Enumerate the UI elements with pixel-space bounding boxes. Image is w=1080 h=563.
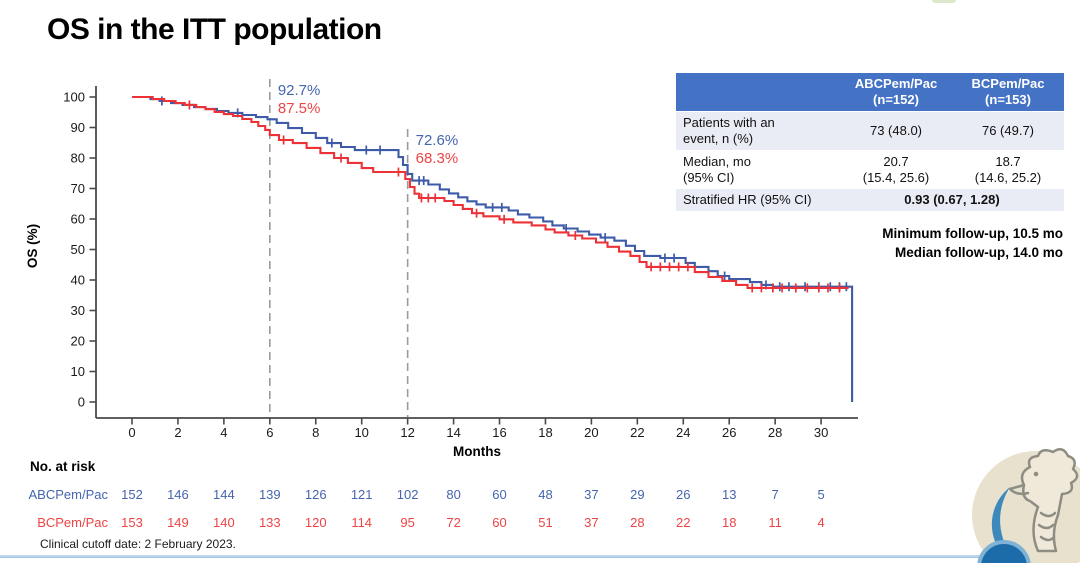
x-tick-label: 28 [768, 425, 782, 440]
followup-minimum: Minimum follow-up, 10.5 mo [882, 226, 1063, 241]
summary-header-arm2: BCPem/Pac (n=153) [952, 73, 1064, 112]
survival-rate-label: 72.6% [416, 132, 459, 149]
y-tick-label: 10 [71, 364, 85, 379]
logo-blue-circle [977, 540, 1031, 563]
km-curve-bcpempac [132, 95, 849, 289]
followup-note: Minimum follow-up, 10.5 mo Median follow… [882, 224, 1063, 262]
y-tick-label: 40 [71, 273, 85, 288]
summary-row-hr: Stratified HR (95% CI) 0.93 (0.67, 1.28) [676, 188, 1064, 212]
summary-header-arm1: ABCPem/Pac (n=152) [840, 73, 952, 112]
summary-table: ABCPem/Pac (n=152) BCPem/Pac (n=153) Pat… [676, 73, 1064, 212]
x-tick-label: 0 [128, 425, 135, 440]
y-tick-label: 60 [71, 212, 85, 227]
summary-row-median: Median, mo (95% CI) 20.7 (15.4, 25.6) 18… [676, 149, 1064, 189]
row-label: Patients with an event, n (%) [676, 111, 840, 151]
summary-header-blank [676, 73, 840, 112]
row-label: Stratified HR (95% CI) [676, 188, 840, 212]
y-tick-label: 50 [71, 242, 85, 257]
x-tick-label: 24 [676, 425, 690, 440]
logo-wave-crescent [991, 487, 1012, 557]
y-tick-label: 70 [71, 181, 85, 196]
survival-rate-label: 92.7% [278, 82, 321, 99]
survival-rate-label: 87.5% [278, 100, 321, 117]
x-tick-label: 26 [722, 425, 736, 440]
x-tick-label: 18 [538, 425, 552, 440]
median-arm2: 18.7 (14.6, 25.2) [952, 149, 1064, 189]
x-tick-label: 22 [630, 425, 644, 440]
km-curve-abcpempac [132, 95, 854, 402]
summary-row-events: Patients with an event, n (%) 73 (48.0) … [676, 111, 1064, 151]
decorative-sliver [932, 0, 956, 3]
x-tick-label: 4 [220, 425, 227, 440]
y-tick-label: 80 [71, 151, 85, 166]
events-arm1: 73 (48.0) [840, 111, 952, 151]
y-tick-label: 20 [71, 334, 85, 349]
row-label: Median, mo (95% CI) [676, 149, 840, 189]
bottom-accent-strip [0, 555, 1080, 558]
hr-value: 0.93 (0.67, 1.28) [840, 188, 1064, 212]
y-axis-title: OS (%) [25, 224, 40, 268]
summary-table-header-row: ABCPem/Pac (n=152) BCPem/Pac (n=153) [676, 73, 1064, 112]
x-tick-label: 14 [446, 425, 460, 440]
survival-rate-label: 68.3% [416, 150, 459, 167]
x-tick-label: 6 [266, 425, 273, 440]
page-title: OS in the ITT population [47, 13, 382, 46]
median-arm1: 20.7 (15.4, 25.6) [840, 149, 952, 189]
y-tick-label: 0 [78, 395, 85, 410]
merlion-logo [972, 448, 1080, 563]
y-tick-label: 30 [71, 303, 85, 318]
y-tick-label: 100 [63, 90, 85, 105]
clinical-cutoff-note: Clinical cutoff date: 2 February 2023. [40, 537, 236, 551]
y-tick-label: 90 [71, 120, 85, 135]
x-tick-label: 12 [400, 425, 414, 440]
x-tick-label: 20 [584, 425, 598, 440]
annotations: 92.7%87.5% 72.6%68.3% [278, 82, 458, 167]
x-tick-label: 16 [492, 425, 506, 440]
x-axis-title: Months [453, 444, 501, 459]
x-tick-label: 10 [354, 425, 368, 440]
followup-median: Median follow-up, 14.0 mo [894, 245, 1063, 261]
at-risk-header: No. at risk [30, 459, 96, 474]
x-tick-label: 8 [312, 425, 319, 440]
x-tick-label: 30 [814, 425, 828, 440]
x-tick-label: 2 [174, 425, 181, 440]
merlion-figure [1008, 448, 1079, 553]
survival-curves [132, 95, 854, 402]
reference-lines [269, 79, 409, 417]
events-arm2: 76 (49.7) [952, 111, 1064, 151]
